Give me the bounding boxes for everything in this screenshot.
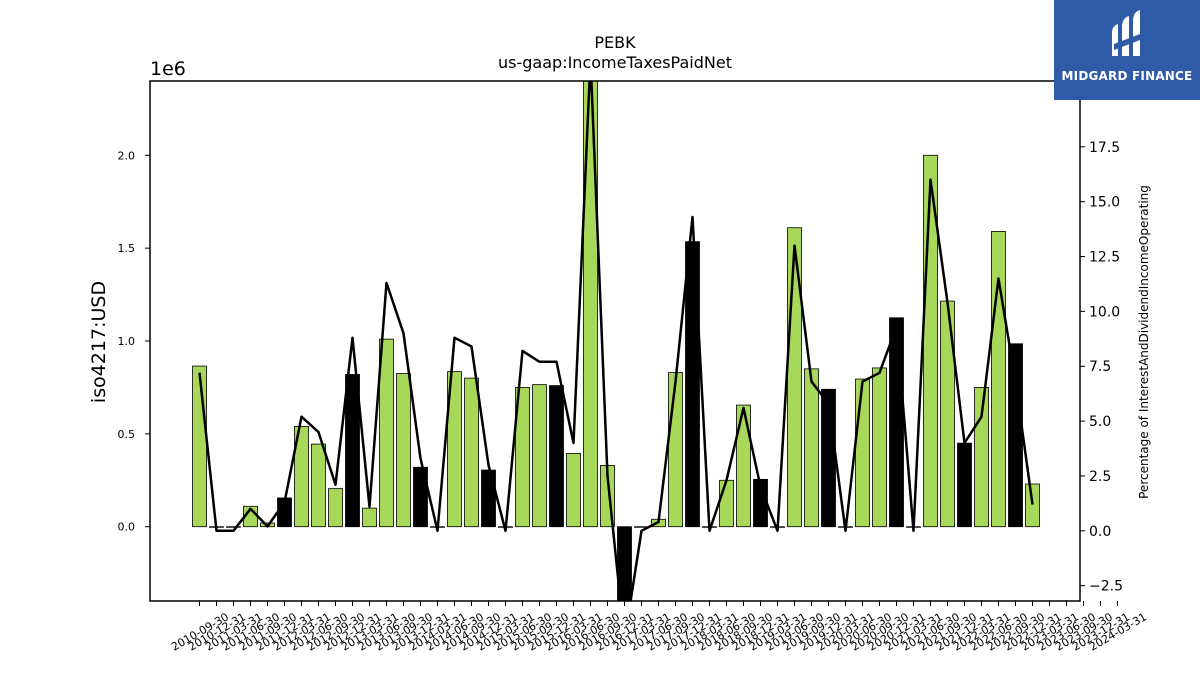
y2-tick-label: 7.5 bbox=[1089, 359, 1111, 375]
right-axis-ticks: −2.5 0.0 2.5 5.0 7.5 10.0 12.5 15.0 17.5 bbox=[1080, 140, 1123, 595]
bar bbox=[294, 426, 309, 528]
y-axis-label: iso4217:USD bbox=[88, 281, 110, 403]
bar bbox=[328, 488, 343, 528]
bar bbox=[345, 374, 360, 528]
bar bbox=[549, 385, 564, 528]
bar bbox=[566, 452, 581, 528]
y2-tick-label: 10.0 bbox=[1089, 304, 1120, 320]
brand-name: MIDGARD FINANCE bbox=[1061, 69, 1193, 83]
y2-tick-label: 15.0 bbox=[1089, 195, 1120, 211]
bar bbox=[311, 443, 326, 528]
bar bbox=[464, 377, 479, 528]
bar bbox=[413, 466, 428, 528]
bar bbox=[396, 373, 411, 528]
bar bbox=[668, 372, 683, 528]
bar bbox=[719, 479, 734, 528]
y2-tick-label: −2.5 bbox=[1089, 579, 1123, 595]
bar bbox=[855, 378, 870, 528]
bar bbox=[1025, 483, 1040, 528]
bar bbox=[532, 384, 547, 528]
left-axis-ticks: 0.0 0.5 1.0 1.5 2.0 bbox=[118, 149, 150, 534]
bar bbox=[226, 526, 241, 528]
bar bbox=[379, 338, 394, 528]
bar bbox=[515, 387, 530, 528]
brand-mark-icon bbox=[1112, 10, 1140, 56]
bar bbox=[583, 81, 598, 528]
bar bbox=[362, 507, 377, 528]
line-layer bbox=[198, 81, 1034, 601]
bar bbox=[481, 469, 496, 528]
y2-tick-label: 2.5 bbox=[1089, 469, 1111, 485]
bar bbox=[872, 367, 887, 528]
bar bbox=[787, 227, 802, 528]
bar bbox=[447, 371, 462, 528]
chart-title: PEBK bbox=[594, 33, 636, 52]
chart-subtitle: us-gaap:IncomeTaxesPaidNet bbox=[498, 53, 732, 72]
bar bbox=[685, 241, 700, 528]
bar bbox=[804, 368, 819, 528]
bar bbox=[736, 404, 751, 528]
bar bbox=[991, 231, 1006, 528]
bar bbox=[1008, 343, 1023, 528]
y2-tick-label: 5.0 bbox=[1089, 414, 1111, 430]
y-tick-label: 0.0 bbox=[118, 521, 136, 534]
bar bbox=[192, 365, 207, 528]
bar bbox=[889, 317, 904, 528]
y2-axis-label: Percentage of InterestAndDividendIncomeO… bbox=[1137, 185, 1151, 499]
y-tick-label: 0.5 bbox=[118, 428, 136, 441]
y2-tick-label: 12.5 bbox=[1089, 250, 1120, 266]
y-tick-label: 1.0 bbox=[118, 335, 136, 348]
brand-logo: MIDGARD FINANCE bbox=[1054, 0, 1200, 100]
y-offset-label: 1e6 bbox=[150, 58, 186, 80]
x-axis-ticks: 2010-09-302010-12-312011-03-312011-06-30… bbox=[169, 601, 1149, 654]
y-tick-label: 2.0 bbox=[118, 149, 136, 162]
y2-tick-label: 17.5 bbox=[1089, 140, 1120, 156]
y-tick-label: 1.5 bbox=[118, 242, 136, 255]
plot-frame bbox=[149, 80, 1081, 602]
series-line bbox=[198, 81, 1034, 601]
bar bbox=[957, 442, 972, 528]
y2-tick-label: 0.0 bbox=[1089, 524, 1111, 540]
